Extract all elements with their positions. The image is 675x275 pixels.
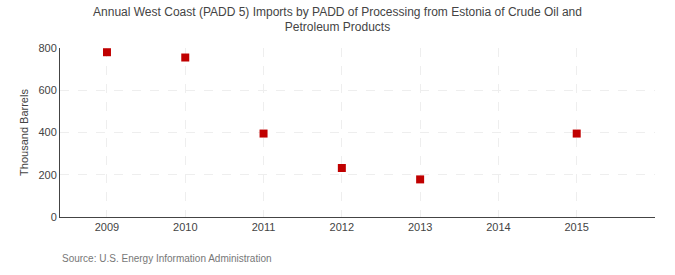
svg-text:2015: 2015 [564,221,588,233]
svg-text:2010: 2010 [173,221,197,233]
svg-text:Source: U.S. Energy Informatio: Source: U.S. Energy Information Administ… [62,253,272,264]
svg-text:Thousand Barrels: Thousand Barrels [18,89,30,176]
svg-text:2012: 2012 [330,221,354,233]
svg-text:2011: 2011 [252,221,276,233]
svg-text:2014: 2014 [486,221,510,233]
svg-text:Annual West Coast (PADD 5) Imp: Annual West Coast (PADD 5) Imports by PA… [93,5,582,35]
svg-text:0: 0 [51,211,57,223]
svg-text:2013: 2013 [408,221,432,233]
svg-text:400: 400 [38,126,56,138]
svg-text:800: 800 [38,42,56,54]
svg-text:600: 600 [38,84,56,96]
svg-text:2009: 2009 [95,221,119,233]
svg-text:200: 200 [38,169,56,181]
